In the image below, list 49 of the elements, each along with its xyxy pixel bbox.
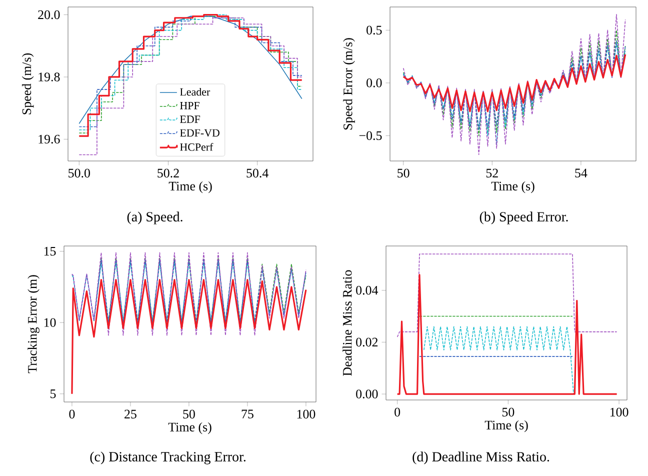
- y-axis-title: Speed Error (m/s): [343, 38, 355, 130]
- x-tick-label: 75: [242, 410, 254, 418]
- line-series: [396, 274, 618, 395]
- line-series: [72, 252, 306, 336]
- y-tick-label: 10: [44, 318, 56, 327]
- y-tick-label: 19.8: [38, 72, 60, 82]
- y-axis-title: Deadline Miss Ratio: [342, 270, 352, 376]
- x-tick-label: 54: [575, 168, 588, 178]
- line-series: [402, 54, 626, 112]
- y-tick-label: 5: [50, 390, 56, 398]
- text: (a) Speed.: [127, 212, 182, 224]
- x-axis-title: Time (s): [491, 181, 534, 194]
- y-tick-label: 0.00: [356, 390, 378, 398]
- x-tick-label: 50.2: [158, 168, 179, 178]
- text: (b) Speed Error.: [480, 212, 568, 224]
- text: (c) Distance Tracking Error.: [90, 452, 246, 464]
- x-tick-label: 50: [398, 168, 410, 178]
- y-tick-label: −0.5: [359, 131, 382, 140]
- x-tick-label: 50.4: [246, 168, 268, 178]
- x-tick-label: 50: [502, 408, 514, 416]
- legend-label: EDF: [180, 116, 200, 123]
- y-axis-title: Speed (m/s): [22, 53, 34, 114]
- y-tick-label: 15: [44, 246, 56, 256]
- x-axis-title: Time (s): [168, 422, 212, 434]
- x-tick-label: 100: [297, 410, 316, 418]
- y-axis-title: Tracking Error (m): [28, 275, 40, 374]
- x-tick-label: 100: [610, 408, 628, 416]
- x-tick-label: 50: [183, 410, 195, 418]
- line-series: [71, 278, 307, 395]
- legend-label: HPF: [180, 102, 200, 110]
- y-tick-label: 0.04: [356, 286, 378, 295]
- x-tick-label: 50.0: [68, 168, 90, 178]
- y-tick-label: 20.0: [38, 10, 60, 20]
- legend-label: Leader: [180, 88, 210, 96]
- x-tick-label: 0: [394, 408, 400, 416]
- x-axis-title: Time (s): [168, 181, 212, 194]
- x-tick-label: 0: [69, 410, 75, 418]
- legend-label: EDF-VD: [180, 129, 220, 137]
- legend-label: HCPerf: [180, 142, 214, 151]
- y-tick-label: 0.5: [366, 26, 382, 35]
- y-tick-label: 19.6: [38, 134, 60, 144]
- line-series: [402, 40, 626, 130]
- x-axis-title: Time (s): [484, 420, 528, 432]
- x-tick-label: 52: [486, 168, 498, 178]
- y-tick-label: 0.02: [356, 338, 378, 347]
- text: (d) Deadline Miss Ratio.: [412, 452, 550, 464]
- line-series: [402, 14, 626, 156]
- y-tick-label: 0.0: [366, 78, 382, 88]
- x-tick-label: 25: [124, 410, 136, 418]
